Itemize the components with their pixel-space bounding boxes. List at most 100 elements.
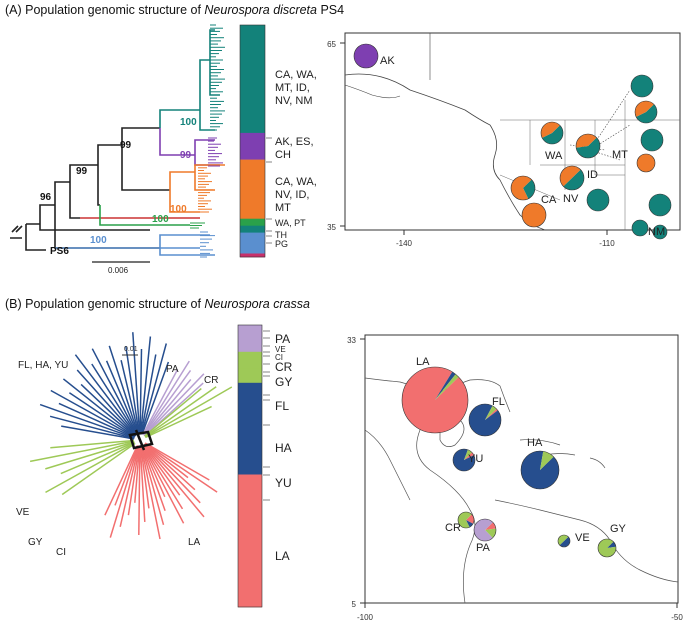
crassa-structure-bar — [237, 324, 263, 608]
tree-branch — [49, 415, 135, 440]
group-label: CA, WA, — [275, 69, 317, 81]
outgroup-label: PS6 — [50, 246, 69, 257]
tree-branch — [141, 445, 166, 498]
structure-segment — [238, 474, 262, 608]
discreta-map: 65 35 -140 -110 — [327, 32, 681, 248]
bootstrap-node2: 99 — [76, 166, 88, 177]
pie-mt3 — [640, 128, 664, 152]
tree-branch — [39, 403, 135, 439]
map-label-ve: VE — [575, 532, 590, 544]
map-b-xtick-50: -50 — [671, 613, 683, 622]
tree-branch — [120, 360, 140, 435]
scale-label-a: 0.006 — [108, 266, 129, 275]
tree-branch — [144, 388, 202, 437]
map-b-ytick-33: 33 — [347, 336, 356, 345]
tree-branch — [80, 383, 137, 437]
group-label: NV, ID, — [275, 189, 309, 201]
group-label: AK, ES, — [275, 136, 314, 148]
tree-branch — [140, 343, 168, 435]
tree-branch — [144, 442, 210, 481]
tree-branch — [141, 445, 166, 511]
tree-branch — [61, 425, 135, 440]
map-b-ytick-5: 5 — [352, 600, 357, 609]
map-label-ak: AK — [380, 55, 395, 67]
bootstrap-blue: 100 — [90, 235, 107, 246]
bootstrap-orange: 100 — [170, 204, 187, 215]
tree-branch — [143, 444, 205, 518]
map-label-ca: CA — [541, 194, 557, 206]
tree-label-ve: VE — [16, 507, 30, 518]
group-label: CA, WA, — [275, 176, 317, 188]
tree-branch — [142, 369, 179, 436]
tree-branch — [104, 445, 139, 516]
discreta-structure-bar — [239, 24, 266, 258]
tree-branch — [60, 441, 135, 475]
pie-nm3 — [652, 224, 668, 240]
pie-fl — [468, 403, 502, 437]
crassa-network-tree — [29, 332, 233, 540]
pie-cr — [457, 511, 475, 529]
map-a-ytick-35: 35 — [327, 223, 336, 232]
crassa-pies — [401, 366, 617, 558]
tree-branch — [139, 348, 143, 435]
map-label-wa: WA — [545, 150, 563, 162]
tree-label-fl-ha-yu: FL, HA, YU — [18, 360, 68, 371]
structure-segment — [238, 368, 262, 384]
map-label-pa: PA — [476, 542, 491, 554]
tree-branch — [140, 445, 161, 540]
discreta-pies — [353, 43, 672, 240]
discreta-tips — [190, 24, 225, 258]
tree-branch — [140, 445, 150, 509]
tree-branch — [140, 445, 165, 526]
tree-branch — [142, 369, 192, 436]
scale-label-b: 0.01 — [124, 346, 138, 353]
pie-wa2 — [575, 133, 601, 159]
tree-branch — [119, 445, 140, 527]
structure-segment — [240, 218, 265, 226]
bootstrap-green: 100 — [152, 214, 169, 225]
map-label-ha: HA — [527, 437, 543, 449]
pie-wa1 — [540, 121, 564, 145]
tree-branch — [76, 369, 137, 437]
map-label-nv: NV — [563, 193, 579, 205]
tree-label-pa: PA — [166, 364, 179, 375]
tree-branch — [144, 386, 217, 438]
pie-la — [401, 366, 469, 434]
structure-segment — [240, 25, 265, 134]
tree-branch — [91, 348, 138, 436]
tree-branch — [141, 361, 170, 435]
group-label: TH — [275, 230, 287, 240]
pie-yu — [452, 448, 476, 472]
pie-nv — [586, 188, 610, 212]
group-label: CR — [275, 360, 293, 374]
crassa-tree-labels: FL, HA, YU PA CR VE GY CI LA — [16, 360, 218, 558]
panel-b-title: (B) Population genomic structure of Neur… — [5, 297, 311, 311]
tree-branch — [108, 345, 139, 435]
tree-branch — [29, 440, 135, 463]
tree-branch — [142, 444, 184, 510]
tree-branch — [50, 439, 135, 449]
tree-branch — [68, 392, 136, 438]
tree-branch — [138, 445, 141, 536]
tree-branch — [114, 445, 139, 506]
map-a-ytick-65: 65 — [327, 40, 336, 49]
structure-segment — [240, 132, 265, 160]
group-label: WA, PT — [275, 218, 306, 228]
map-label-fl: FL — [492, 396, 505, 408]
tree-branch — [143, 379, 192, 436]
tree-branch — [45, 442, 136, 494]
map-b-xtick-100: -100 — [357, 613, 374, 622]
map-label-cr: CR — [445, 522, 461, 534]
bootstrap-node3: 96 — [40, 192, 52, 203]
tree-label-gy: GY — [28, 537, 43, 548]
group-label: LA — [275, 549, 290, 563]
map-label-la: LA — [416, 356, 430, 368]
group-label: FL — [275, 399, 289, 413]
group-label: VE — [275, 345, 286, 354]
tree-branch — [91, 363, 138, 436]
discreta-map-labels: AK WA MT ID CA NV NM — [380, 55, 665, 238]
group-label: CH — [275, 149, 291, 161]
pie-mt2 — [634, 100, 658, 124]
